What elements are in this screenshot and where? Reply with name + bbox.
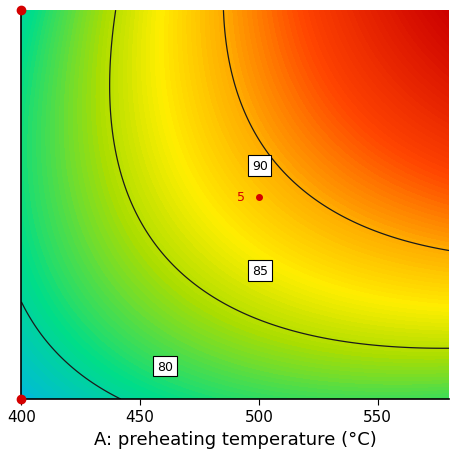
Text: 80: 80 (157, 360, 172, 373)
Text: 5: 5 (236, 191, 244, 204)
Text: 85: 85 (251, 265, 267, 278)
X-axis label: A: preheating temperature (°C): A: preheating temperature (°C) (94, 430, 376, 448)
Text: 90: 90 (251, 160, 267, 173)
